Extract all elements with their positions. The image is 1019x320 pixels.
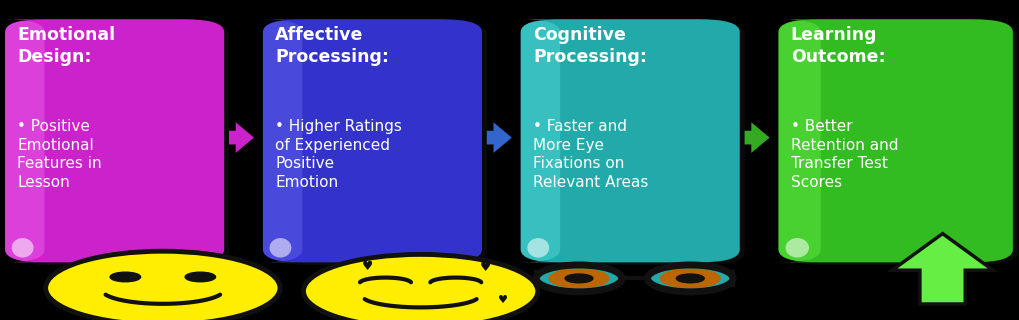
- Ellipse shape: [11, 238, 34, 258]
- Text: ♥: ♥: [480, 261, 491, 274]
- Text: Emotional
Design:: Emotional Design:: [17, 26, 115, 66]
- FancyBboxPatch shape: [10, 22, 229, 265]
- FancyBboxPatch shape: [268, 22, 487, 265]
- FancyBboxPatch shape: [520, 19, 561, 262]
- Circle shape: [536, 265, 622, 292]
- Circle shape: [566, 274, 593, 283]
- Text: ♥: ♥: [363, 260, 374, 273]
- FancyBboxPatch shape: [263, 19, 482, 262]
- Circle shape: [660, 269, 720, 288]
- Text: • Faster and
More Eye
Fixations on
Relevant Areas: • Faster and More Eye Fixations on Relev…: [533, 119, 648, 190]
- Circle shape: [46, 251, 280, 320]
- FancyBboxPatch shape: [262, 19, 304, 262]
- FancyBboxPatch shape: [521, 19, 740, 262]
- Text: Learning
Outcome:: Learning Outcome:: [791, 26, 886, 66]
- Circle shape: [677, 274, 704, 283]
- Text: • Positive
Emotional
Features in
Lesson: • Positive Emotional Features in Lesson: [17, 119, 102, 190]
- Polygon shape: [893, 234, 993, 304]
- Text: • Better
Retention and
Transfer Test
Scores: • Better Retention and Transfer Test Sco…: [791, 119, 898, 190]
- FancyBboxPatch shape: [5, 19, 224, 262]
- Circle shape: [185, 272, 216, 282]
- Text: ♥: ♥: [497, 295, 507, 305]
- Ellipse shape: [269, 238, 291, 258]
- Ellipse shape: [786, 238, 809, 258]
- Circle shape: [304, 254, 538, 320]
- Text: Cognitive
Processing:: Cognitive Processing:: [533, 26, 647, 66]
- FancyBboxPatch shape: [784, 22, 1018, 265]
- Circle shape: [110, 272, 141, 282]
- Circle shape: [549, 269, 609, 288]
- FancyBboxPatch shape: [4, 19, 46, 262]
- FancyBboxPatch shape: [779, 19, 1013, 262]
- Ellipse shape: [527, 238, 549, 258]
- Circle shape: [647, 265, 733, 292]
- Text: Affective
Processing:: Affective Processing:: [275, 26, 389, 66]
- Text: • Higher Ratings
of Experienced
Positive
Emotion: • Higher Ratings of Experienced Positive…: [275, 119, 403, 190]
- FancyBboxPatch shape: [779, 19, 820, 262]
- FancyBboxPatch shape: [526, 22, 745, 265]
